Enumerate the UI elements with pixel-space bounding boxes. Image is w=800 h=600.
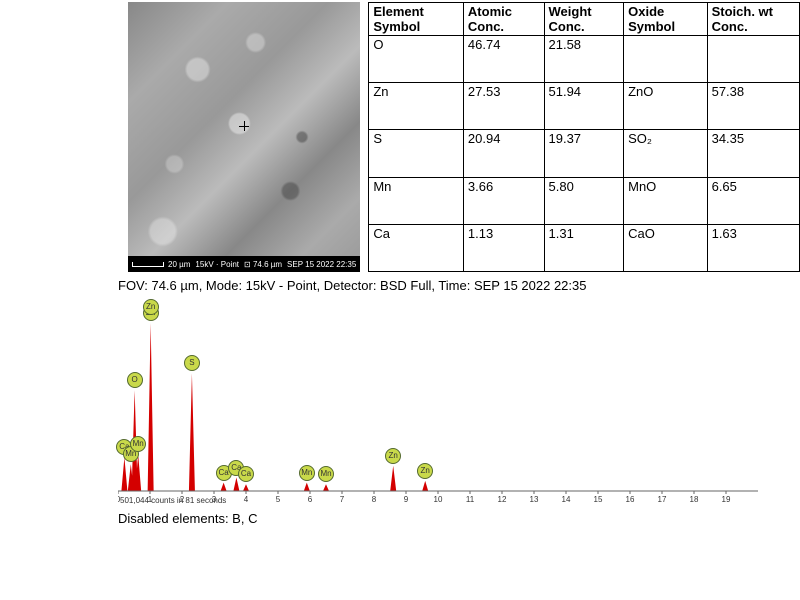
cell [624, 36, 707, 83]
sem-micrograph: 20 µm 15kV · Point ⊡ 74.6 µm SEP 15 2022… [128, 2, 360, 272]
col-header: Element Symbol [369, 3, 464, 36]
cell: 6.65 [707, 177, 799, 224]
scale-text: 20 µm [168, 260, 190, 269]
sem-time: SEP 15 2022 22:35 [287, 260, 356, 269]
cell: O [369, 36, 464, 83]
svg-text:11: 11 [466, 495, 475, 504]
table-row: Mn3.665.80MnO6.65 [369, 177, 800, 224]
svg-text:18: 18 [690, 495, 699, 504]
svg-text:19: 19 [722, 495, 731, 504]
svg-text:14: 14 [562, 495, 571, 504]
cell: 46.74 [463, 36, 544, 83]
peak-label: Mn [130, 436, 146, 452]
cell: S [369, 130, 464, 177]
cell: 21.58 [544, 36, 624, 83]
svg-text:1: 1 [148, 495, 153, 504]
disabled-elements: Disabled elements: B, C [0, 505, 800, 526]
cell: 19.37 [544, 130, 624, 177]
col-header: Atomic Conc. [463, 3, 544, 36]
cell: MnO [624, 177, 707, 224]
cell: 1.13 [463, 224, 544, 271]
svg-text:17: 17 [658, 495, 667, 504]
cell: 3.66 [463, 177, 544, 224]
svg-text:8: 8 [372, 495, 377, 504]
cell: SO₂ [624, 130, 707, 177]
sem-fov: ⊡ 74.6 µm [244, 260, 282, 269]
svg-text:0: 0 [118, 495, 121, 504]
cell: 1.63 [707, 224, 799, 271]
table-row: O46.7421.58 [369, 36, 800, 83]
cell: Zn [369, 83, 464, 130]
cell: Mn [369, 177, 464, 224]
col-header: Stoich. wt Conc. [707, 3, 799, 36]
cell: 20.94 [463, 130, 544, 177]
table-row: S20.9419.37SO₂34.35 [369, 130, 800, 177]
cell: 57.38 [707, 83, 799, 130]
svg-text:16: 16 [626, 495, 635, 504]
svg-text:10: 10 [434, 495, 443, 504]
peak-label: Zn [143, 299, 159, 315]
peak-label: Mn [299, 465, 315, 481]
peak-label: S [184, 355, 200, 371]
cell [707, 36, 799, 83]
svg-text:9: 9 [404, 495, 409, 504]
scale-bar-icon [132, 262, 164, 267]
cell: ZnO [624, 83, 707, 130]
peak-label: Zn [417, 463, 433, 479]
svg-text:3: 3 [212, 495, 217, 504]
svg-text:15: 15 [594, 495, 603, 504]
svg-text:2: 2 [180, 495, 185, 504]
crosshair-icon [239, 121, 249, 131]
cell: Ca [369, 224, 464, 271]
sem-info-bar: 20 µm 15kV · Point ⊡ 74.6 µm SEP 15 2022… [128, 256, 360, 272]
cell: 51.94 [544, 83, 624, 130]
image-caption: FOV: 74.6 µm, Mode: 15kV - Point, Detect… [0, 272, 800, 293]
col-header: Oxide Symbol [624, 3, 707, 36]
svg-text:7: 7 [340, 495, 345, 504]
svg-text:6: 6 [308, 495, 313, 504]
svg-text:5: 5 [276, 495, 281, 504]
col-header: Weight Conc. [544, 3, 624, 36]
svg-text:12: 12 [498, 495, 507, 504]
svg-text:13: 13 [530, 495, 539, 504]
cell: 5.80 [544, 177, 624, 224]
svg-text:4: 4 [244, 495, 249, 504]
peak-label: O [127, 372, 143, 388]
table-row: Ca1.131.31CaO1.63 [369, 224, 800, 271]
peak-label: Mn [318, 466, 334, 482]
cell: CaO [624, 224, 707, 271]
composition-table: Element SymbolAtomic Conc.Weight Conc.Ox… [368, 2, 800, 272]
eds-spectrum: 501,044 counts in 81 seconds 01234567891… [118, 305, 758, 505]
cell: 1.31 [544, 224, 624, 271]
cell: 27.53 [463, 83, 544, 130]
peak-label: Ca [238, 466, 254, 482]
peak-label: Zn [385, 448, 401, 464]
table-row: Zn27.5351.94ZnO57.38 [369, 83, 800, 130]
sem-mode: 15kV · Point [195, 260, 239, 269]
cell: 34.35 [707, 130, 799, 177]
